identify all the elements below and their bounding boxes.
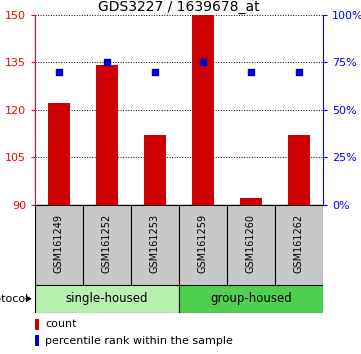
- Bar: [240, 198, 262, 205]
- Text: group-housed: group-housed: [210, 292, 292, 305]
- Bar: [192, 15, 214, 205]
- Bar: [35, 285, 179, 313]
- Bar: [131, 205, 179, 285]
- Bar: [35, 335, 39, 346]
- Bar: [144, 135, 166, 205]
- Title: GDS3227 / 1639678_at: GDS3227 / 1639678_at: [98, 0, 260, 14]
- Text: GSM161252: GSM161252: [102, 213, 112, 273]
- Point: [248, 69, 254, 75]
- Point: [296, 69, 302, 75]
- Text: GSM161260: GSM161260: [246, 213, 256, 273]
- Text: percentile rank within the sample: percentile rank within the sample: [45, 336, 233, 346]
- Bar: [179, 285, 323, 313]
- Text: GSM161249: GSM161249: [54, 213, 64, 273]
- Text: single-housed: single-housed: [66, 292, 148, 305]
- Point: [200, 59, 206, 65]
- Bar: [35, 319, 39, 330]
- Point: [56, 69, 62, 75]
- Text: GSM161262: GSM161262: [294, 213, 304, 273]
- Bar: [83, 205, 131, 285]
- Bar: [48, 103, 70, 205]
- Point: [152, 69, 158, 75]
- Bar: [179, 205, 227, 285]
- Bar: [275, 205, 323, 285]
- Text: GSM161259: GSM161259: [198, 213, 208, 273]
- Bar: [35, 205, 83, 285]
- Point: [104, 59, 110, 65]
- Text: GSM161253: GSM161253: [150, 213, 160, 273]
- Bar: [227, 205, 275, 285]
- Bar: [288, 135, 310, 205]
- Bar: [96, 65, 118, 205]
- Text: count: count: [45, 319, 77, 329]
- Text: protocol: protocol: [0, 294, 28, 304]
